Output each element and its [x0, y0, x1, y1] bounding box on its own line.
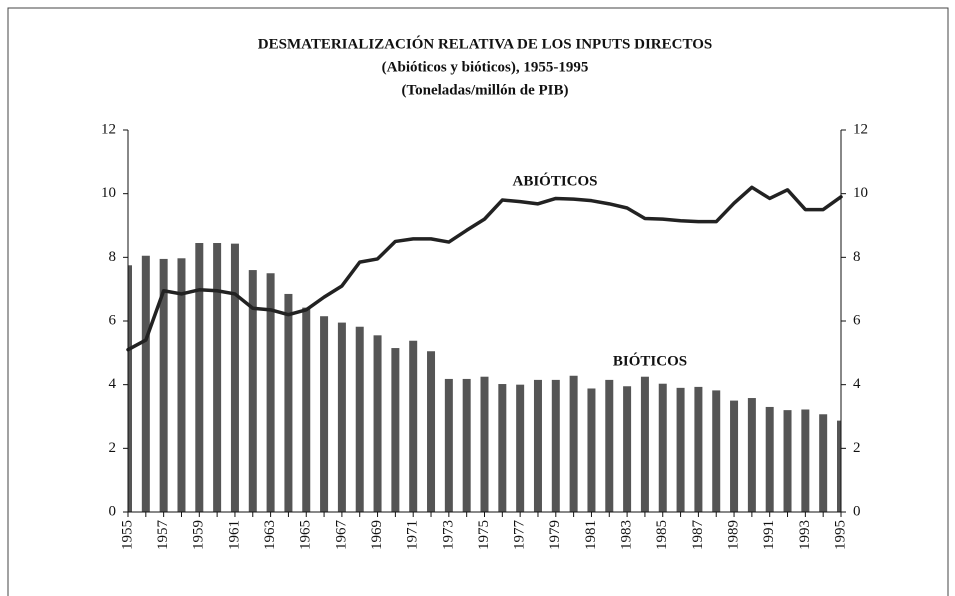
series-label: ABIÓTICOS	[512, 172, 597, 189]
y-tick-label: 6	[109, 312, 117, 328]
bar	[230, 243, 239, 512]
bar	[640, 376, 649, 512]
bar	[337, 322, 346, 512]
bar	[128, 265, 132, 512]
chart-subtitle: (Abióticos y bióticos), 1955-1995	[382, 59, 589, 75]
bar	[747, 398, 756, 512]
x-tick-label: 1977	[512, 520, 528, 551]
x-tick-label: 1955	[119, 520, 135, 550]
bar	[213, 243, 222, 512]
y-tick-label: 4	[109, 376, 117, 392]
x-tick-label: 1961	[226, 520, 242, 550]
bar	[801, 409, 810, 512]
x-tick-label: 1957	[155, 520, 171, 551]
y2-tick-label: 4	[853, 376, 861, 392]
y2-tick-label: 2	[853, 440, 861, 456]
bar	[391, 348, 400, 512]
y-tick-label: 12	[101, 121, 116, 137]
bar	[427, 351, 436, 512]
bar	[177, 258, 186, 512]
x-tick-label: 1975	[476, 520, 492, 550]
bar	[248, 270, 257, 512]
bar	[409, 340, 418, 512]
bar	[765, 406, 774, 512]
bar	[783, 410, 792, 512]
plot-area	[128, 243, 841, 512]
bar	[676, 387, 685, 512]
x-tick-label: 1973	[440, 520, 456, 550]
y-tick-label: 2	[109, 440, 117, 456]
x-tick-label: 1967	[333, 520, 349, 551]
x-tick-label: 1995	[832, 520, 848, 550]
bar	[462, 378, 471, 512]
x-tick-label: 1965	[298, 520, 314, 550]
x-tick-label: 1993	[797, 520, 813, 550]
x-tick-label: 1971	[405, 520, 421, 550]
x-tick-label: 1981	[583, 520, 599, 550]
bar	[355, 326, 364, 512]
x-tick-label: 1985	[654, 520, 670, 550]
bar	[516, 384, 525, 512]
y-tick-label: 0	[109, 503, 117, 519]
bar	[302, 307, 311, 512]
chart-subtitle: (Toneladas/millón de PIB)	[402, 82, 569, 98]
bar	[480, 376, 489, 512]
x-tick-label: 1979	[547, 520, 563, 550]
x-tick-label: 1987	[690, 520, 706, 551]
line	[126, 185, 843, 352]
x-tick-label: 1983	[619, 520, 635, 550]
bar	[498, 384, 507, 512]
y2-tick-label: 10	[853, 185, 868, 201]
y2-tick-label: 6	[853, 312, 861, 328]
frame	[7, 7, 949, 596]
bar	[658, 383, 667, 512]
bar	[605, 379, 614, 512]
y2-tick-label: 8	[853, 249, 861, 265]
bar	[159, 258, 168, 512]
y-tick-label: 10	[101, 185, 116, 201]
bar	[694, 386, 703, 512]
y2-tick-label: 0	[853, 503, 861, 519]
bar	[819, 414, 828, 512]
bar	[195, 243, 204, 512]
x-tick-label: 1959	[191, 520, 207, 550]
x-tick-label: 1963	[262, 520, 278, 550]
bar	[533, 379, 542, 512]
x-tick-label: 1991	[761, 520, 777, 550]
x-tick-label: 1989	[725, 520, 741, 550]
y2-tick-label: 12	[853, 121, 868, 137]
y-tick-label: 8	[109, 249, 117, 265]
bar	[141, 255, 150, 512]
x-tick-label: 1969	[369, 520, 385, 550]
bar	[712, 390, 721, 512]
bar	[266, 273, 275, 512]
bar	[587, 388, 596, 512]
bar	[284, 293, 293, 512]
bar	[551, 379, 560, 512]
bar	[320, 316, 329, 512]
bar	[730, 400, 739, 512]
bar	[373, 335, 382, 512]
bar	[444, 378, 453, 512]
series-label: BIÓTICOS	[613, 352, 687, 369]
bar	[569, 375, 578, 512]
bar	[623, 386, 632, 512]
chart-title: DESMATERIALIZACIÓN RELATIVA DE LOS INPUT…	[258, 35, 712, 52]
bar	[837, 420, 841, 512]
